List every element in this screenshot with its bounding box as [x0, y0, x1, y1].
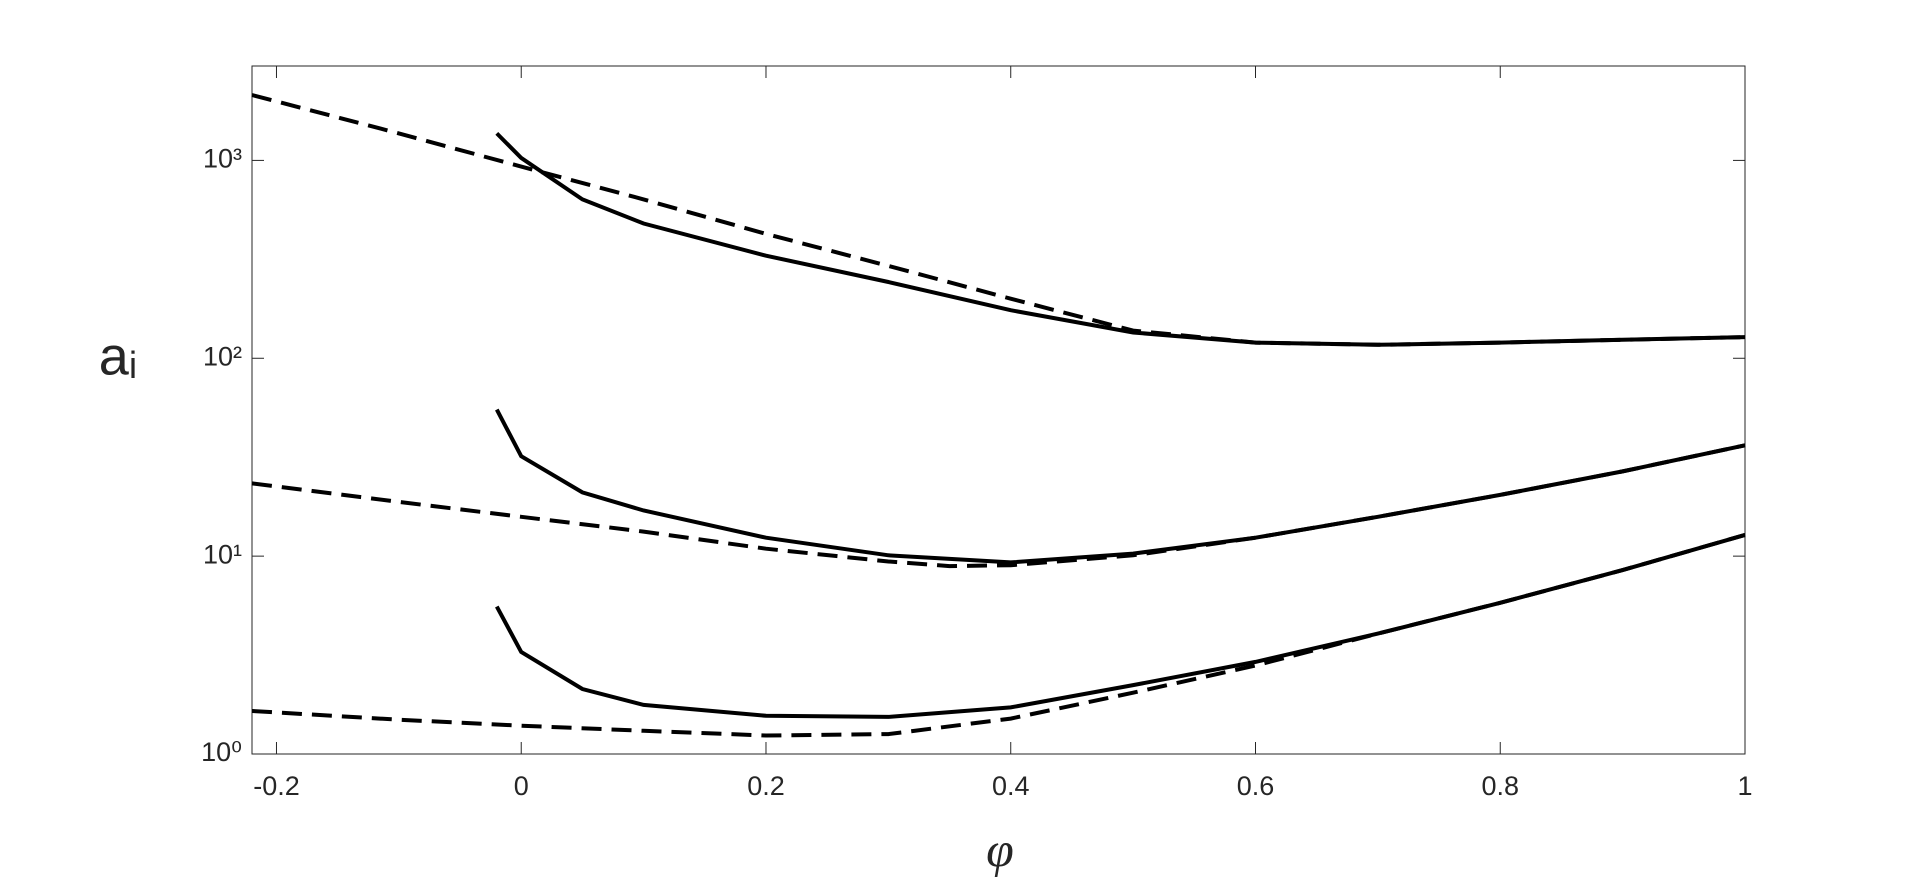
x-tick-label: 1: [1737, 771, 1752, 801]
dashed-line: [251, 443, 1746, 569]
x-axis-label: φ: [986, 821, 1014, 877]
x-tick-label: 0.6: [1237, 771, 1275, 801]
y-tick-label: 10⁰: [201, 737, 242, 767]
y-tick-label: 10¹: [203, 539, 242, 569]
y-tick-label: 10²: [203, 341, 242, 371]
solid-line: [495, 408, 1746, 565]
y-tick-label: 10³: [203, 144, 242, 174]
x-tick-label: 0.4: [992, 771, 1030, 801]
dashed-line: [251, 93, 1746, 347]
x-tick-label: -0.2: [253, 771, 300, 801]
x-tick-label: 0.8: [1481, 771, 1519, 801]
plot-area: [251, 65, 1746, 755]
dashed-line: [251, 532, 1746, 738]
y-axis-label: aᵢ: [99, 326, 138, 386]
x-tick-label: 0.2: [747, 771, 785, 801]
x-tick-label: 0: [514, 771, 529, 801]
